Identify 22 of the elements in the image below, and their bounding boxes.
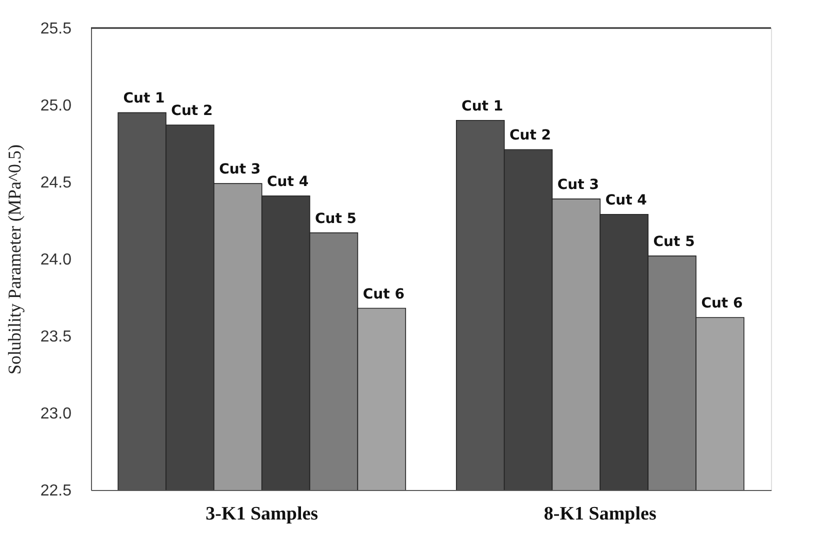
series-label: Cut 1 xyxy=(123,90,165,107)
series-label: Cut 2 xyxy=(171,103,213,120)
y-tick-label: 25.0 xyxy=(40,98,72,114)
x-tick-label: 3-K1 Samples xyxy=(206,504,318,524)
text: Cut 5 xyxy=(653,234,695,250)
y-tick-label: 23.0 xyxy=(40,406,72,422)
series-label: Cut 3 xyxy=(219,162,261,178)
y-tick-label: 23.5 xyxy=(40,328,72,346)
x-tick-label: 8-K1 Samples xyxy=(544,504,656,524)
y-tick-label: 24.5 xyxy=(40,174,72,192)
text: Cut 4 xyxy=(605,192,647,208)
text: Cut 1 xyxy=(462,98,504,114)
y-tick-label: 25.5 xyxy=(40,20,72,38)
text: Cut 2 xyxy=(509,128,552,144)
text: Cut 6 xyxy=(701,296,743,312)
y-tick-label: 24.0 xyxy=(40,252,72,268)
series-label: Cut 4 xyxy=(267,174,309,190)
y-tick-label: 22.5 xyxy=(40,482,72,500)
series-label: Cut 6 xyxy=(362,286,404,302)
series-label: Cut 5 xyxy=(314,210,357,227)
text: Cut 3 xyxy=(557,176,599,193)
y-axis-title: Solubility Parameter (MPa^0.5) xyxy=(4,144,24,374)
